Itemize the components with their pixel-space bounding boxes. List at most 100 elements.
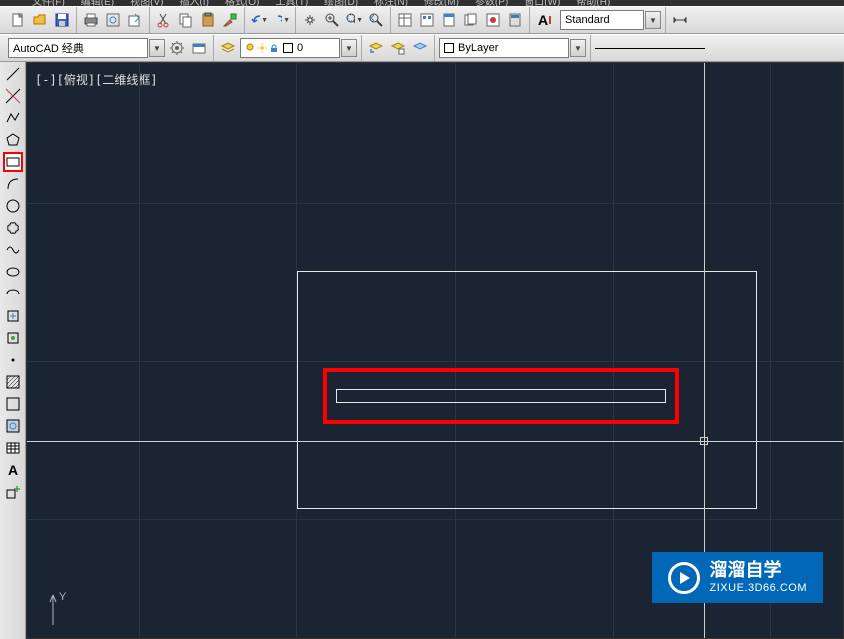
lock-icon <box>269 43 279 53</box>
layer-select[interactable]: 0 <box>240 38 340 58</box>
layer-color-swatch <box>283 43 293 53</box>
layer-dropdown-arrow[interactable]: ▼ <box>341 39 357 57</box>
workspace-select[interactable]: AutoCAD 经典 <box>8 38 148 58</box>
text-style-dropdown-arrow[interactable]: ▼ <box>645 11 661 29</box>
layer-isolate-button[interactable] <box>410 38 430 58</box>
plot-preview-button[interactable] <box>103 10 123 30</box>
linetype-sample <box>595 48 705 49</box>
workspace-toolbar: AutoCAD 经典 ▼ 0 ▼ <box>0 34 844 62</box>
dropdown-arrow-icon: ▼ <box>356 17 363 24</box>
workspace-settings-button[interactable] <box>167 38 187 58</box>
construction-line-tool[interactable] <box>3 86 23 106</box>
workspace-value: AutoCAD 经典 <box>13 40 84 56</box>
text-style-select[interactable]: Standard <box>560 10 644 30</box>
layer-prop-value: ByLayer <box>458 42 498 54</box>
paste-button[interactable] <box>198 10 218 30</box>
arc-tool[interactable] <box>3 174 23 194</box>
print-button[interactable] <box>81 10 101 30</box>
menu-edit[interactable]: 编辑(E) <box>73 0 122 6</box>
polygon-tool[interactable] <box>3 130 23 150</box>
menu-parametric[interactable]: 参数(P) <box>467 0 516 6</box>
gradient-tool[interactable] <box>3 394 23 414</box>
new-button[interactable] <box>8 10 28 30</box>
copy-button[interactable] <box>176 10 196 30</box>
menu-modify[interactable]: 修改(M) <box>416 0 467 6</box>
dropdown-arrow-icon: ▼ <box>283 17 290 24</box>
zoom-window-button[interactable]: ▼ <box>344 10 364 30</box>
grid-line <box>27 519 843 520</box>
menu-help[interactable]: 帮助(H) <box>568 0 618 6</box>
layer-properties-button[interactable] <box>218 38 238 58</box>
crosshair-pickbox <box>700 437 708 445</box>
tool-palettes-button[interactable] <box>439 10 459 30</box>
insert-block-tool[interactable] <box>3 306 23 326</box>
spline-tool[interactable] <box>3 240 23 260</box>
svg-text:A: A <box>8 462 18 478</box>
watermark-url: ZIXUE.3D66.COM <box>710 582 807 595</box>
ucs-icon: Y <box>43 590 83 630</box>
redo-button[interactable]: ▼ <box>271 10 291 30</box>
layer-previous-button[interactable] <box>366 38 386 58</box>
menu-format[interactable]: 格式(O) <box>217 0 267 6</box>
revision-cloud-tool[interactable] <box>3 218 23 238</box>
markup-set-manager-button[interactable] <box>483 10 503 30</box>
layer-prop-select[interactable]: ByLayer <box>439 38 569 58</box>
lightbulb-icon <box>245 43 255 53</box>
menu-tools[interactable]: 工具(T) <box>267 0 316 6</box>
workspace-dropdown-arrow[interactable]: ▼ <box>149 39 165 57</box>
undo-button[interactable]: ▼ <box>249 10 269 30</box>
standard-toolbar: ▼ ▼ ▼ <box>0 6 844 34</box>
drawn-rectangle-small <box>336 389 666 403</box>
my-workspace-button[interactable] <box>189 38 209 58</box>
menu-insert[interactable]: 插入(I) <box>171 0 216 6</box>
pan-button[interactable] <box>300 10 320 30</box>
match-properties-button[interactable] <box>220 10 240 30</box>
region-tool[interactable] <box>3 416 23 436</box>
text-tool[interactable]: A <box>3 460 23 480</box>
make-block-tool[interactable] <box>3 328 23 348</box>
text-style-value: Standard <box>565 14 610 26</box>
text-style-button[interactable]: A <box>534 10 558 30</box>
draw-tool-palette: A <box>0 62 26 639</box>
ellipse-tool[interactable] <box>3 262 23 282</box>
line-tool[interactable] <box>3 64 23 84</box>
dimension-style-button[interactable] <box>670 10 690 30</box>
drawing-canvas[interactable]: [-][俯视][二维线框] Y <box>26 62 844 639</box>
watermark-title: 溜溜自学 <box>710 560 807 582</box>
circle-tool[interactable] <box>3 196 23 216</box>
menu-window[interactable]: 窗口(W) <box>516 0 568 6</box>
zoom-realtime-button[interactable] <box>322 10 342 30</box>
menu-file[interactable]: 文件(F) <box>24 0 73 6</box>
cut-button[interactable] <box>154 10 174 30</box>
sheet-set-manager-button[interactable] <box>461 10 481 30</box>
grid-line <box>27 203 843 204</box>
crosshair-horizontal <box>27 441 843 442</box>
open-button[interactable] <box>30 10 50 30</box>
color-swatch <box>444 43 454 53</box>
properties-button[interactable] <box>395 10 415 30</box>
grid-line <box>139 63 140 638</box>
layer-prop-dropdown-arrow[interactable]: ▼ <box>570 39 586 57</box>
menu-draw[interactable]: 绘图(D) <box>316 0 366 6</box>
polyline-tool[interactable] <box>3 108 23 128</box>
ellipse-arc-tool[interactable] <box>3 284 23 304</box>
layer-state-button[interactable] <box>388 38 408 58</box>
hatch-tool[interactable] <box>3 372 23 392</box>
publish-button[interactable] <box>125 10 145 30</box>
svg-text:A: A <box>538 12 548 28</box>
watermark-badge: 溜溜自学 ZIXUE.3D66.COM <box>652 552 823 603</box>
ucs-y-label: Y <box>59 591 67 603</box>
sun-icon <box>257 43 267 53</box>
menu-view[interactable]: 视图(V) <box>122 0 171 6</box>
layer-name: 0 <box>297 42 303 54</box>
point-tool[interactable] <box>3 350 23 370</box>
save-button[interactable] <box>52 10 72 30</box>
design-center-button[interactable] <box>417 10 437 30</box>
menu-dimension[interactable]: 标注(N) <box>366 0 416 6</box>
add-selected-tool[interactable] <box>3 482 23 502</box>
play-icon <box>668 562 700 594</box>
table-tool[interactable] <box>3 438 23 458</box>
zoom-previous-button[interactable] <box>366 10 386 30</box>
rectangle-tool[interactable] <box>3 152 23 172</box>
quickcalc-button[interactable] <box>505 10 525 30</box>
